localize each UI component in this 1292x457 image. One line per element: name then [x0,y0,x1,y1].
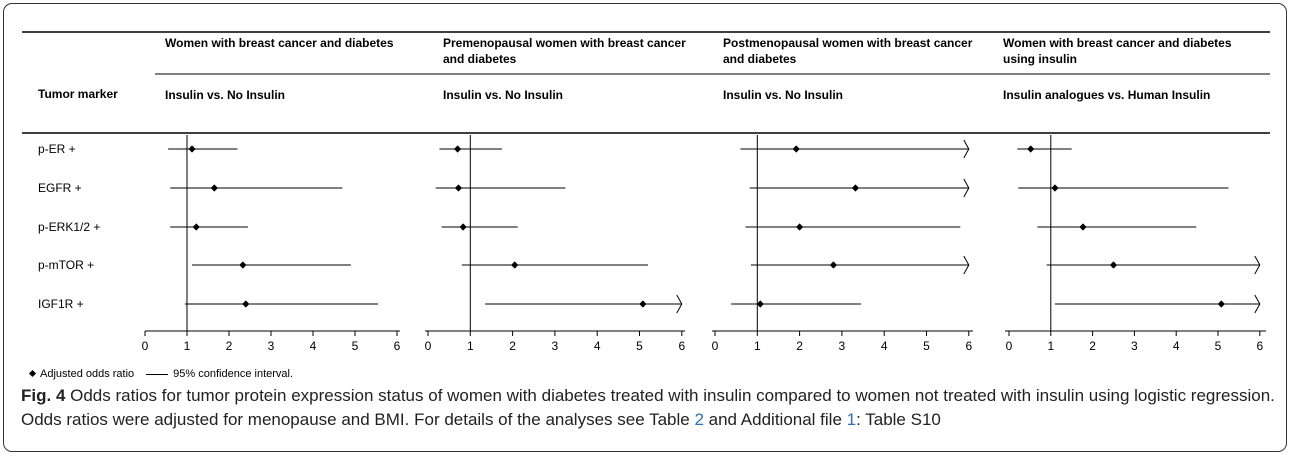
panel-2-title-line-2: and diabetes [443,52,517,66]
marker-label-1: p-ER + [38,142,76,156]
x-tick-label-2: 2 [796,339,803,353]
panel-4: Women with breast cancer and diabetes usi… [1003,36,1266,353]
x-tick-label-6: 6 [1256,339,1263,353]
panel-3: Postmenopausal women with breast cancer a… [712,36,973,353]
forest-plot: Tumor marker p-ER + EGFR + p-ERK1/2 + p-mTOR… [22,31,1270,353]
x-tick-label-2: 2 [1089,339,1096,353]
legend-estimate-label: Adjusted odds ratio [40,368,135,380]
caption-text: Odds ratios for tumor protein expression… [21,386,1275,429]
panel-3-title-line-1: Postmenopausal women with breast cancer [723,36,973,50]
truncation-arrow [963,139,970,159]
panel-1-comparison: Insulin vs. No Insulin [165,88,285,102]
x-tick-label-2: 2 [509,339,516,353]
x-tick-label-2: 2 [226,339,233,353]
odds-ratio-point [639,300,647,308]
file-link[interactable]: 1 [846,410,857,429]
panel-2-comparison: Insulin vs. No Insulin [443,88,563,102]
x-tick-label-3: 3 [268,339,275,353]
marker-label-4: p-mTOR + [38,258,94,272]
odds-ratio-point [454,184,463,192]
odds-ratio-point [796,223,804,231]
odds-ratio-point [1027,145,1035,153]
x-tick-label-3: 3 [552,339,559,353]
odds-ratio-point [454,145,462,153]
panel-4-title-line-1: Women with breast cancer and diabetes [1003,36,1232,50]
x-tick-label-0: 0 [1006,339,1013,353]
x-tick-label-1: 1 [754,339,761,353]
odds-ratio-point [459,223,467,231]
caption-label: Fig. 4 [21,386,66,405]
odds-ratio-point [188,145,196,153]
panel-4-title-line-2: using insulin [1003,52,1077,66]
x-tick-label-1: 1 [1047,339,1054,353]
odds-ratio-point [851,184,860,192]
odds-ratio-point [239,261,247,269]
odds-ratio-point [192,223,200,231]
x-tick-label-4: 4 [1173,339,1180,353]
row-header-label: Tumor marker [38,87,118,101]
x-tick-label-1: 1 [467,339,474,353]
truncation-arrow [963,255,970,275]
panel-2-title-line-1: Premenopausal women with breast cancer [443,36,686,50]
x-tick-label-5: 5 [923,339,930,353]
panel-3-title-line-2: and diabetes [723,52,797,66]
odds-ratio-point [1079,223,1087,231]
odds-ratio-point [242,300,250,308]
panel-2: Premenopausal women with breast cancer an… [425,36,686,353]
x-tick-label-0: 0 [142,339,149,353]
odds-ratio-point [1109,261,1118,269]
legend: Adjusted odds ratio 95% confidence interv… [28,368,293,380]
odds-ratio-point [829,261,838,269]
x-tick-label-5: 5 [636,339,643,353]
x-tick-label-0: 0 [712,339,719,353]
table-link[interactable]: 2 [694,410,704,429]
x-tick-label-4: 4 [310,339,317,353]
figure-frame [3,3,1287,452]
odds-ratio-point [210,184,218,192]
x-tick-label-3: 3 [839,339,846,353]
panel-4-comparison: Insulin analogues vs. Human Insulin [1003,88,1210,102]
panel-1: Women with breast cancer and diabetes Ins… [142,36,401,353]
x-tick-label-6: 6 [678,339,685,353]
truncation-arrow [1254,294,1261,314]
marker-label-2: EGFR + [38,181,82,195]
diamond-icon [28,370,37,378]
figure-caption: Fig. 4 Odds ratios for tumor protein exp… [21,384,1276,432]
x-tick-label-6: 6 [394,339,401,353]
truncation-arrow [963,178,970,198]
caption-text-end: : Table S10 [856,410,941,429]
odds-ratio-point [1217,300,1225,308]
panel-3-comparison: Insulin vs. No Insulin [723,88,843,102]
odds-ratio-point [792,145,800,153]
marker-label-5: IGF1R + [38,297,84,311]
x-tick-label-4: 4 [594,339,601,353]
x-tick-label-5: 5 [1215,339,1222,353]
marker-label-3: p-ERK1/2 + [38,220,100,234]
x-tick-label-4: 4 [881,339,888,353]
line-icon [146,373,169,375]
truncation-arrow [1254,255,1261,275]
odds-ratio-point [756,300,764,308]
x-tick-label-6: 6 [965,339,972,353]
legend-interval-label: 95% confidence interval. [173,368,294,380]
truncation-arrow [676,294,683,314]
x-tick-label-0: 0 [425,339,432,353]
x-tick-label-3: 3 [1131,339,1138,353]
odds-ratio-point [511,261,519,269]
x-tick-label-1: 1 [184,339,191,353]
panel-1-title-line-1: Women with breast cancer and diabetes [165,36,394,50]
x-tick-label-5: 5 [352,339,359,353]
caption-text-mid: and Additional file [703,410,847,429]
odds-ratio-point [1051,184,1059,192]
